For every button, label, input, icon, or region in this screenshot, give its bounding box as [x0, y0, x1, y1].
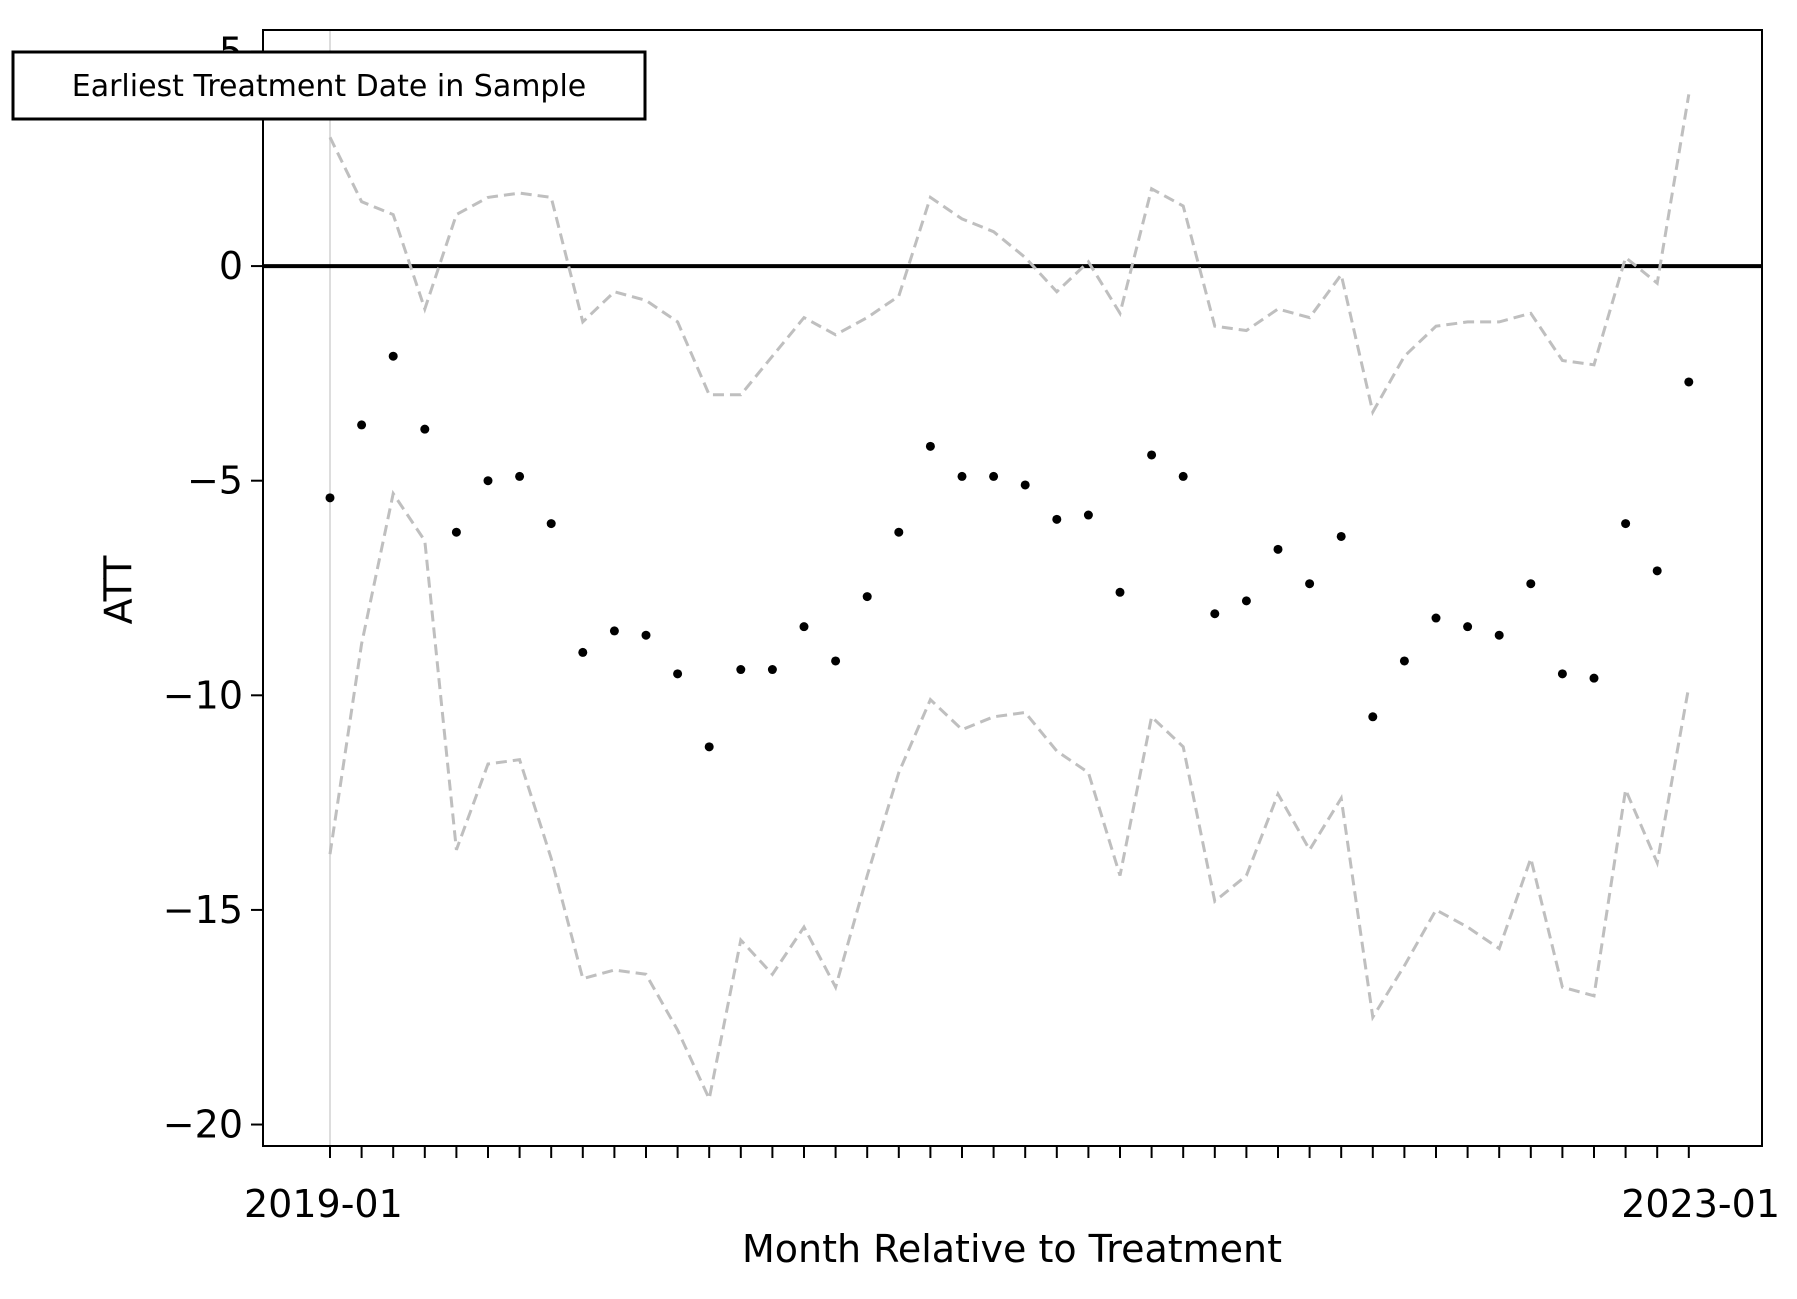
att-point — [1241, 596, 1251, 606]
att-point — [862, 592, 872, 602]
att-point — [325, 493, 335, 503]
att-point — [1273, 544, 1283, 554]
att-point — [609, 626, 619, 636]
att-point — [767, 665, 777, 675]
att-point — [1621, 519, 1631, 529]
y-tick-label: −20 — [163, 1103, 243, 1147]
att-point — [1526, 579, 1536, 589]
confidence-band — [328, 94, 1691, 1104]
att-point — [1210, 609, 1220, 619]
y-axis-title: ATT — [96, 555, 140, 625]
att-point — [957, 471, 967, 481]
att-point — [515, 471, 525, 481]
att-point — [1684, 377, 1694, 387]
att-point — [1083, 510, 1093, 520]
att-point — [673, 669, 683, 679]
x-tick-label: 2023-01 — [1621, 1182, 1780, 1226]
att-point — [1589, 673, 1599, 683]
att-point — [989, 471, 999, 481]
att-point — [1115, 587, 1125, 597]
att-point — [546, 519, 556, 529]
x-axis-title: Month Relative to Treatment — [742, 1227, 1282, 1271]
annotation-text: Earliest Treatment Date in Sample — [72, 69, 587, 104]
att-point — [1494, 630, 1504, 640]
annotation-box: Earliest Treatment Date in Sample — [11, 50, 647, 121]
x-axis: 2019-01 2023-01 — [244, 1146, 1780, 1226]
att-point — [578, 647, 588, 657]
att-point — [799, 622, 809, 632]
att-point — [1463, 622, 1473, 632]
y-tick-label: −5 — [187, 459, 243, 503]
att-point — [925, 441, 935, 451]
att-point — [1431, 613, 1441, 623]
plot-frame — [262, 29, 1763, 1147]
att-point — [420, 424, 430, 434]
att-point — [388, 351, 398, 361]
att-point — [1178, 471, 1188, 481]
y-axis: 50−5−10−15−20 — [163, 29, 263, 1147]
att-point — [1305, 579, 1315, 589]
x-tick-label: 2019-01 — [244, 1182, 403, 1226]
annotation-frame — [11, 50, 647, 121]
att-point — [1652, 566, 1662, 576]
att-point — [894, 527, 904, 537]
att-point — [1020, 480, 1030, 490]
y-tick-label: −15 — [163, 888, 243, 932]
y-tick-label: 0 — [219, 244, 243, 288]
att-point — [736, 665, 746, 675]
att-points — [325, 351, 1694, 752]
ci-upper-line — [328, 94, 1691, 417]
att-point — [1052, 514, 1062, 524]
att-point — [831, 656, 841, 666]
att-point — [1399, 656, 1409, 666]
att-point — [641, 630, 651, 640]
att-point — [704, 742, 714, 752]
y-tick-label: −10 — [163, 673, 243, 717]
att-point — [1336, 531, 1346, 541]
att-point — [483, 476, 493, 486]
att-point — [451, 527, 461, 537]
att-point — [1557, 669, 1567, 679]
att-point — [1368, 712, 1378, 722]
att-point — [357, 420, 367, 430]
ci-lower-line — [328, 489, 1691, 1104]
att-point — [1147, 450, 1157, 460]
